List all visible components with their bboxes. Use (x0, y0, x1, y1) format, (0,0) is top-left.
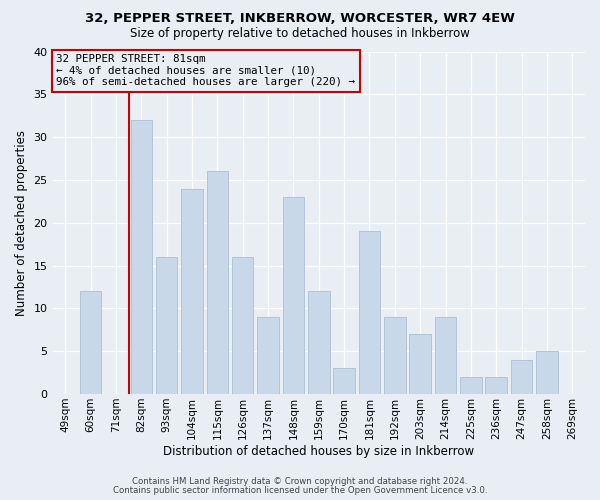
Bar (460, 377, 482, 394)
Bar (334, 368, 355, 394)
Bar (409, 334, 431, 394)
Text: 32, PEPPER STREET, INKBERROW, WORCESTER, WR7 4EW: 32, PEPPER STREET, INKBERROW, WORCESTER,… (85, 12, 515, 26)
Y-axis label: Number of detached properties: Number of detached properties (15, 130, 28, 316)
Bar (384, 317, 406, 394)
Bar (131, 120, 152, 394)
Bar (206, 172, 228, 394)
Bar (435, 317, 457, 394)
Bar (283, 197, 304, 394)
Bar (536, 351, 558, 394)
Text: Contains public sector information licensed under the Open Government Licence v3: Contains public sector information licen… (113, 486, 487, 495)
X-axis label: Distribution of detached houses by size in Inkberrow: Distribution of detached houses by size … (163, 444, 475, 458)
Bar (80, 292, 101, 394)
Text: Size of property relative to detached houses in Inkberrow: Size of property relative to detached ho… (130, 28, 470, 40)
Bar (485, 377, 507, 394)
Bar (232, 257, 253, 394)
Bar (156, 257, 178, 394)
Text: Contains HM Land Registry data © Crown copyright and database right 2024.: Contains HM Land Registry data © Crown c… (132, 477, 468, 486)
Bar (359, 232, 380, 394)
Text: 32 PEPPER STREET: 81sqm
← 4% of detached houses are smaller (10)
96% of semi-det: 32 PEPPER STREET: 81sqm ← 4% of detached… (56, 54, 355, 88)
Bar (308, 292, 329, 394)
Bar (181, 188, 203, 394)
Bar (257, 317, 279, 394)
Bar (511, 360, 532, 394)
